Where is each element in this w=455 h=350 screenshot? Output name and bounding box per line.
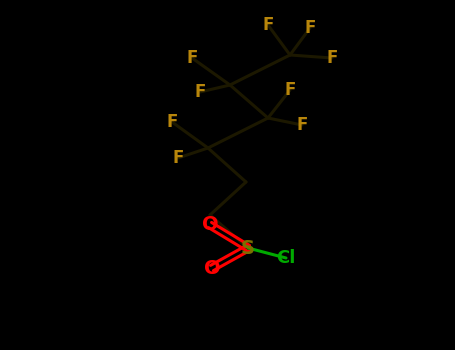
Text: F: F — [296, 116, 308, 134]
Text: S: S — [241, 238, 255, 258]
Text: F: F — [172, 149, 184, 167]
Text: O: O — [202, 216, 218, 234]
Text: F: F — [167, 113, 178, 131]
Text: F: F — [326, 49, 338, 67]
Text: F: F — [304, 19, 316, 37]
Text: F: F — [194, 83, 206, 101]
Text: F: F — [186, 49, 197, 67]
Text: F: F — [284, 81, 296, 99]
Text: Cl: Cl — [276, 249, 296, 267]
Text: O: O — [204, 259, 220, 278]
Text: F: F — [263, 16, 274, 34]
